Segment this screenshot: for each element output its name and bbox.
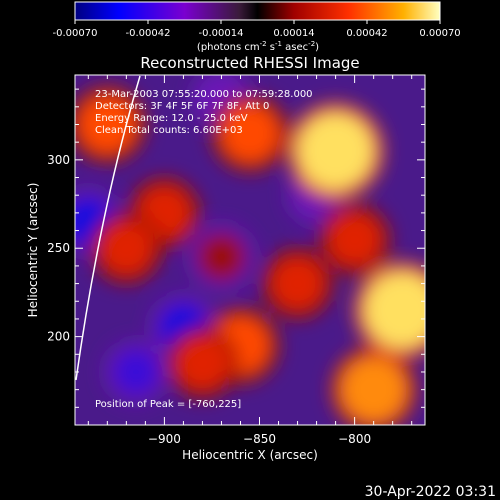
x-axis-label: Heliocentric X (arcsec): [182, 448, 318, 462]
annotation-line: Clean Total counts: 6.60E+03: [95, 125, 243, 136]
bright-region: [270, 256, 325, 311]
x-tick-label: −900: [148, 432, 181, 446]
dark-region: [113, 349, 158, 394]
annotation-block: 23-Mar-2003 07:55:20.000 to 07:59:28.000…: [95, 89, 313, 136]
bright-region: [296, 112, 375, 191]
x-axis: −900 −850 −800: [87, 75, 413, 446]
bright-region: [197, 233, 246, 282]
bright-region: [99, 221, 154, 276]
heatmap-image: [75, 75, 425, 425]
y-tick-label: 200: [47, 330, 70, 344]
annotation-line: 23-Mar-2003 07:55:20.000 to 07:59:28.000: [95, 89, 313, 100]
y-tick-label: 250: [47, 241, 70, 255]
bright-region: [363, 271, 425, 350]
colorbar-tick-label: 0.00014: [273, 28, 314, 39]
bright-region: [340, 356, 407, 423]
peak-label: Position of Peak = [-760,225]: [95, 399, 241, 410]
timestamp: 30-Apr-2022 03:31: [365, 484, 496, 500]
colorbar-tick-label: -0.00042: [126, 28, 171, 39]
chart-title: Reconstructed RHESSI Image: [140, 54, 359, 72]
x-tick-label: −850: [243, 432, 276, 446]
colorbar-tick-label: 0.00070: [419, 28, 460, 39]
y-axis-label: Heliocentric Y (arcsec): [26, 183, 40, 318]
annotation-line: Detectors: 3F 4F 5F 6F 7F 8F, Att 0: [95, 101, 269, 112]
y-tick-label: 300: [47, 153, 70, 167]
annotation-line: Energy Range: 12.0 - 25.0 keV: [95, 113, 248, 124]
colorbar-unit-label: (photons cm-2 s-1 asec-2): [197, 40, 319, 53]
x-tick-label: −800: [338, 432, 371, 446]
bright-region: [220, 103, 280, 164]
colorbar-tick-label: -0.00070: [53, 28, 98, 39]
plot-frame: [74, 74, 426, 426]
colorbar-tick-label: -0.00014: [199, 28, 244, 39]
bright-region: [327, 212, 382, 267]
y-axis: 200 250 300: [47, 88, 425, 408]
colorbar-ticks: -0.00070 -0.00042 -0.00014 0.00014 0.00042 0.…: [53, 20, 461, 39]
bright-region: [175, 336, 230, 391]
colorbar-tick-label: 0.00042: [346, 28, 387, 39]
colorbar: [74, 1, 441, 21]
